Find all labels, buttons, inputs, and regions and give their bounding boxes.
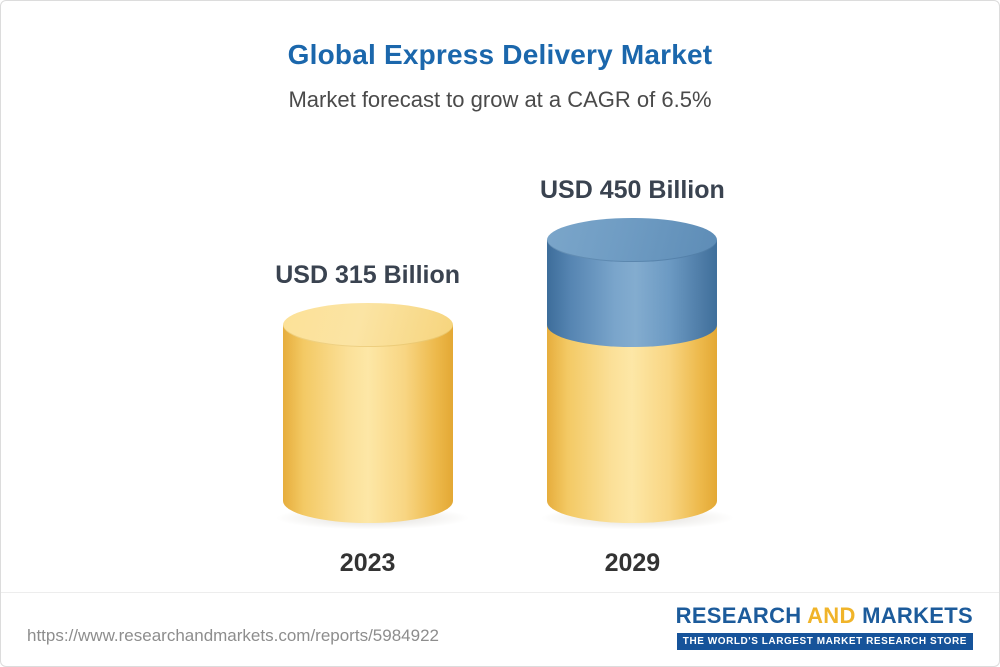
bar-column-2029: USD 450 Billion 2029 <box>537 176 738 578</box>
bar-value-label-2029: USD 450 Billion <box>540 176 725 205</box>
header: Global Express Delivery Market Market fo… <box>1 1 999 113</box>
logo-and: AND <box>807 603 856 628</box>
cylinder-2023-top-ellipse <box>282 303 453 347</box>
footer: https://www.researchandmarkets.com/repor… <box>1 592 999 666</box>
cylinder-2029 <box>537 218 738 530</box>
page-title: Global Express Delivery Market <box>287 39 713 70</box>
brand-wordmark: RESEARCH AND MARKETS <box>676 603 973 629</box>
logo-markets: MARKETS <box>862 603 973 628</box>
brand-logo: RESEARCH AND MARKETS THE WORLD'S LARGEST… <box>676 603 973 650</box>
bar-value-label-2023: USD 315 Billion <box>275 261 460 289</box>
logo-research: RESEARCH <box>675 603 802 628</box>
cylinder-2029-top-ellipse <box>547 218 718 263</box>
brand-tagline: THE WORLD'S LARGEST MARKET RESEARCH STOR… <box>676 633 973 650</box>
cylinder-2023-base-segment <box>282 325 453 523</box>
page-subtitle: Market forecast to grow at a CAGR of 6.5… <box>288 87 712 112</box>
cylinder-2023 <box>272 303 474 530</box>
cylinder-2029-base-segment <box>547 325 718 523</box>
report-url-link[interactable]: https://www.researchandmarkets.com/repor… <box>27 626 439 645</box>
bar-column-2023: USD 315 Billion 2023 <box>272 261 474 578</box>
bar-category-label-2023: 2023 <box>339 549 396 577</box>
bar-category-label-2029: 2029 <box>604 549 661 577</box>
bar-chart: USD 315 Billion 2023 USD 450 Billion 202… <box>1 113 999 592</box>
